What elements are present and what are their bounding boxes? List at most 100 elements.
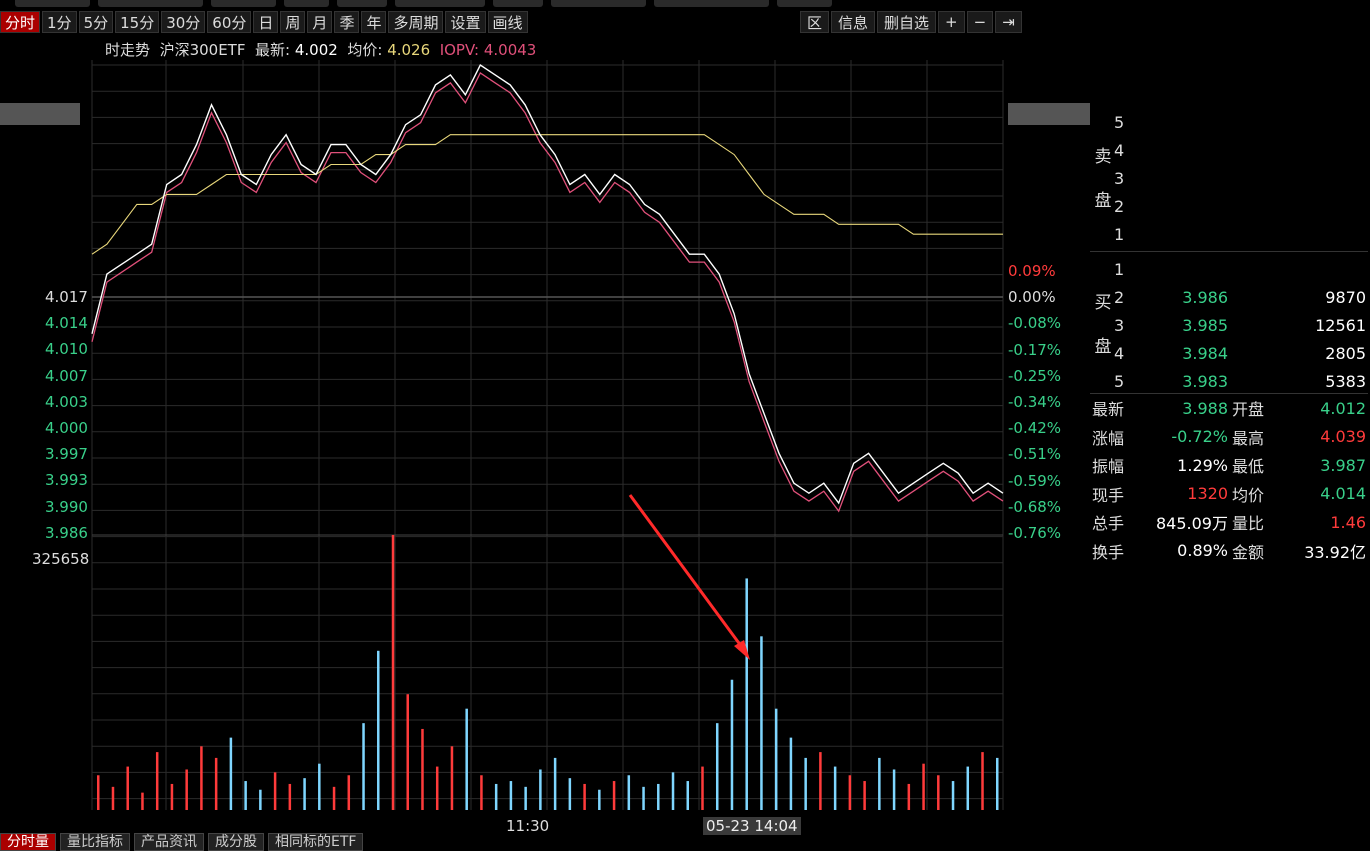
bottom-tab[interactable]: 分时量 [0,833,56,851]
volume-bar [332,786,336,810]
volume-bar [494,783,498,810]
buy-level-row[interactable]: 3 3.985 12561 [1090,311,1366,339]
period-tab[interactable]: 5分 [78,11,114,33]
period-tab[interactable]: 月 [307,11,333,33]
volume-bar [878,757,881,810]
percent-tick: -0.68% [1008,497,1062,516]
volume-bar [200,746,203,810]
quote-panel: 卖盘 5 4 3 2 1 买盘 1 2 3.986 9870 3 3.985 12561 4 3.984… [1090,105,1370,847]
divider [1090,393,1368,394]
stat-label: 开盘 [1232,400,1265,419]
buy-price: 3.983 [1182,371,1228,391]
period-tab[interactable]: 1分 [42,11,77,33]
volume-bar [465,708,468,810]
volume-bar [347,775,351,810]
volume-bar [111,786,115,810]
chart-tool-button[interactable]: + [938,11,965,33]
chart-tool-button[interactable]: 删自选 [877,11,937,33]
volume-bar [583,783,586,810]
buy-volume: 12561 [1315,315,1366,335]
price-tick: 4.014 [45,314,88,333]
period-tab[interactable]: 60分 [207,11,252,33]
stat-label: 最新 [1092,400,1125,419]
buy-level-label: 5 [1114,371,1125,391]
bottom-tab[interactable]: 量比指标 [60,833,130,851]
divider [1090,251,1368,252]
volume-bar [288,783,292,810]
volume-bar [863,781,866,810]
volume-bar [244,781,247,810]
percent-tick: -0.25% [1008,366,1062,385]
volume-bar [273,772,277,810]
etf-name: 沪深300ETF [159,41,246,59]
percent-tick: -0.59% [1008,471,1062,490]
sell-level-label: 4 [1114,141,1125,160]
period-tab[interactable]: 30分 [161,11,206,33]
stat-value: 4.039 [1320,427,1366,446]
intraday-chart[interactable] [0,0,1090,847]
volume-bar [833,766,837,810]
buy-level-row[interactable]: 2 3.986 9870 [1090,283,1366,311]
buy-price: 3.986 [1182,287,1228,307]
buy-level-label: 2 [1114,287,1125,307]
chart-title: 时走势 沪深300ETF 最新: 4.002 均价: 4.026 IOPV: 4… [105,39,536,60]
volume-bar [229,737,233,810]
period-tab[interactable]: 15分 [115,11,160,33]
percent-tick: -0.76% [1008,524,1062,542]
volume-max-label: 325658 [32,550,90,568]
stat-row: 换手 0.89% 金额 33.92亿 [1090,537,1366,565]
volume-bar [848,775,852,810]
period-tab[interactable]: 日 [253,11,279,33]
volume-bar [892,769,896,810]
stat-label: 最低 [1232,457,1265,476]
volume-bar [97,775,100,810]
buy-level-row[interactable]: 5 3.983 5383 [1090,367,1366,395]
stat-value: 4.014 [1320,484,1366,503]
volume-bar [657,783,660,810]
period-tab[interactable]: 年 [361,11,387,33]
chart-tool-button[interactable]: − [966,11,994,33]
percent-tick: 0.09% [1008,262,1056,280]
right-highlight-bar [1008,103,1090,125]
period-tab[interactable]: 设置 [445,11,486,33]
period-tab[interactable]: 多周期 [388,11,444,33]
stat-value: 1.29% [1177,455,1228,475]
period-tab[interactable]: 周 [280,11,306,33]
chart-tools: 区信息 删自选 + − ⇥ [800,11,1022,33]
chart-tool-button[interactable]: 信息 [831,11,876,33]
bottom-tab[interactable]: 成分股 [208,833,264,851]
period-tab[interactable]: 画线 [487,11,528,33]
volume-bar [730,679,734,810]
price-tick: 4.010 [45,340,88,359]
volume-bar [937,775,940,810]
avg-price-line [91,134,1003,255]
volume-bar [214,757,218,810]
volume-bar [996,757,999,810]
chart-tool-button[interactable]: ⇥ [995,11,1022,33]
stat-label: 换手 [1092,542,1125,562]
price-line [91,63,1004,505]
stat-label: 金额 [1232,542,1265,562]
stat-value: 33.92亿 [1304,542,1366,562]
price-tick: 4.000 [45,419,88,437]
stat-value: 4.012 [1320,398,1366,418]
stat-row: 振幅 1.29% 最低 3.987 [1090,451,1366,479]
period-tab[interactable]: 季 [334,11,360,33]
annotation-arrow [628,494,746,651]
volume-bar [922,763,925,810]
buy-level-row[interactable]: 4 3.984 2805 [1090,339,1366,367]
buy-level-row[interactable]: 1 [1090,255,1366,283]
period-tab[interactable]: 分时 [0,11,41,33]
sell-level-label: 3 [1114,169,1125,188]
chart-tool-button[interactable]: 区 [800,11,830,33]
buy-level-label: 3 [1114,315,1125,335]
volume-bar [185,769,188,810]
volume-bar [318,763,321,810]
volume-bar [509,781,513,810]
percent-tick: -0.51% [1008,445,1062,464]
stat-row: 最新 3.988 开盘 4.012 [1090,394,1366,422]
stat-label: 涨幅 [1092,428,1125,448]
bottom-tab[interactable]: 产品资讯 [134,833,204,851]
avg-label: 均价: [347,41,383,59]
bottom-tab[interactable]: 相同标的ETF [268,833,364,851]
